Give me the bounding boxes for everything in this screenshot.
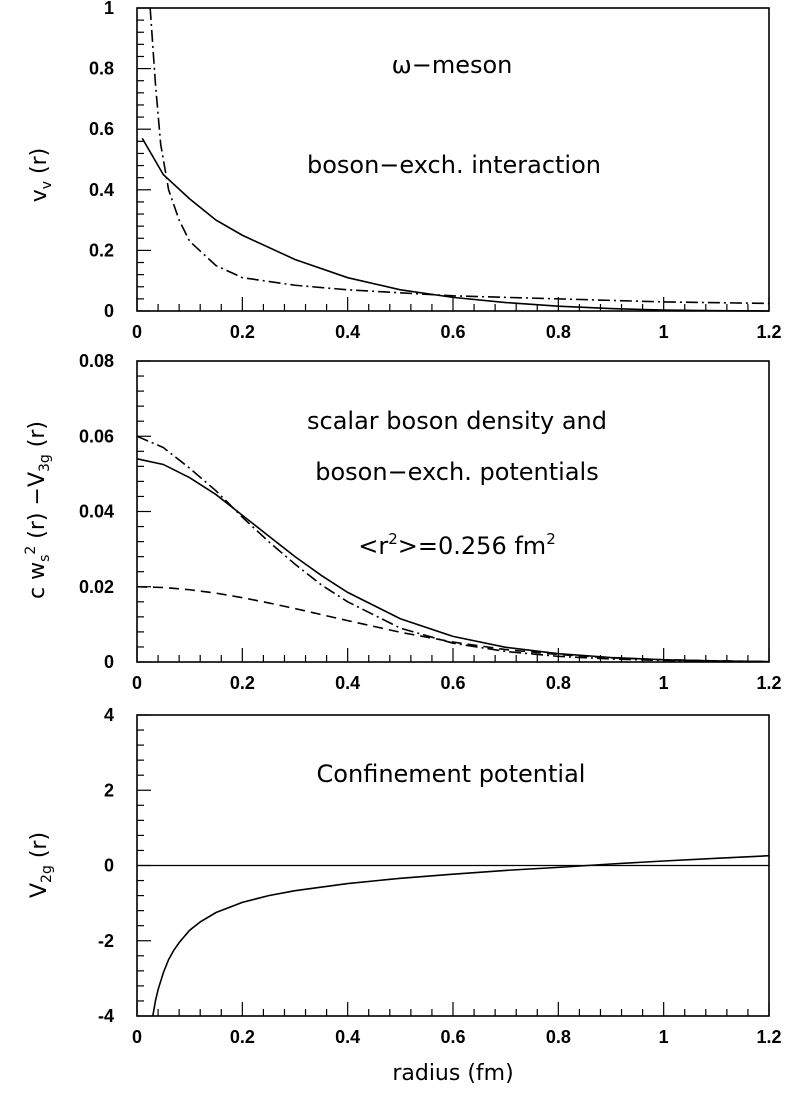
- y-tick-label: 0: [104, 652, 114, 672]
- x-tick-label: 0.2: [230, 1027, 255, 1047]
- y-tick-label: 0.02: [79, 577, 114, 597]
- panel-2-x-tick-labels: 0 0.2 0.4 0.6 0.8 1 1.2: [132, 673, 782, 693]
- y-tick-label: 0.4: [89, 180, 114, 200]
- panel-scalar-boson-density: 0 0.2 0.4 0.6 0.8 1 1.2 0 0.02 0.04 0.06 0.08 c ws…: [23, 351, 782, 693]
- panel-2-y-tick-labels: 0 0.02 0.04 0.06 0.08: [79, 351, 114, 672]
- panel-3-y-tick-labels: -4 -2 0 2 4: [98, 705, 114, 1026]
- panel-omega-meson: 0 0.2 0.4 0.6 0.8 1 1.2 00.20.40.60.81 vv (r) …: [27, 0, 782, 342]
- panel-1-annotation-interaction: boson−exch. interaction: [307, 151, 601, 179]
- x-tick-label: 1: [659, 673, 669, 693]
- y-tick-label: 0: [104, 856, 114, 876]
- panel-3-y-axis-title: V2g (r): [27, 832, 55, 898]
- panel-2-curves: [136, 435, 770, 663]
- panel-1-annotation-meson: ω−meson: [392, 51, 513, 79]
- x-tick-label: 0: [132, 673, 142, 693]
- solid-curve: [136, 458, 770, 663]
- x-tick-label: 0: [132, 322, 142, 342]
- panel-3-annotation: Confinement potential: [317, 760, 586, 788]
- x-axis-title: radius (fm): [392, 1061, 513, 1086]
- panel-1-curves: [141, 7, 770, 312]
- x-tick-label: 0.8: [546, 322, 571, 342]
- panel-2-y-axis-title: c ws2 (r) −V3g (r): [23, 421, 53, 599]
- x-tick-label: 1.2: [756, 322, 781, 342]
- y-tick-label: 0.04: [79, 502, 114, 522]
- x-tick-label: 0.4: [335, 1027, 360, 1047]
- panel-1-y-axis-title: vv (r): [27, 148, 55, 203]
- y-tick-label: 0.08: [79, 351, 114, 371]
- x-tick-label: 0.8: [546, 1027, 571, 1047]
- y-tick-label: 0.2: [89, 240, 114, 260]
- y-tick-label: -4: [98, 1006, 114, 1026]
- x-tick-label: 0.6: [440, 322, 465, 342]
- panel-confinement-potential: 0 0.2 0.4 0.6 0.8 1 1.2 -4 -2 0 2 4 V2g (r) Confin…: [27, 705, 782, 1086]
- y-tick-label: 1: [104, 0, 114, 18]
- x-tick-label: 0.8: [546, 673, 571, 693]
- x-tick-label: 0.6: [440, 673, 465, 693]
- y-tick-label: 0.6: [89, 119, 114, 139]
- dashed-curve: [136, 585, 770, 663]
- y-tick-label: 0.8: [89, 59, 114, 79]
- y-tick-label: 0.06: [79, 426, 114, 446]
- x-tick-label: 1: [659, 1027, 669, 1047]
- y-tick-label: 4: [104, 705, 114, 725]
- dashdot-curve: [136, 435, 770, 663]
- panel-3-ticks: [136, 714, 770, 1017]
- panel-3-x-tick-labels: 0 0.2 0.4 0.6 0.8 1 1.2: [132, 1027, 782, 1047]
- panel-2-annotation-r2: <r2>=0.256 fm2: [358, 530, 555, 560]
- x-tick-label: 0.2: [230, 673, 255, 693]
- x-tick-label: 0.6: [440, 1027, 465, 1047]
- y-tick-label: 2: [104, 780, 114, 800]
- solid-curve: [141, 137, 770, 312]
- x-tick-label: 0.4: [335, 673, 360, 693]
- x-tick-label: 1.2: [756, 673, 781, 693]
- panel-2-annotation-line-1: scalar boson density and: [307, 407, 607, 435]
- panel-1-x-tick-labels: 0 0.2 0.4 0.6 0.8 1 1.2: [132, 322, 782, 342]
- x-tick-label: 1: [659, 322, 669, 342]
- panel-2-annotation-line-2: boson−exch. potentials: [315, 458, 598, 486]
- x-tick-label: 0.2: [230, 322, 255, 342]
- x-tick-label: 0.4: [335, 322, 360, 342]
- solid-curve: [152, 854, 770, 1017]
- x-tick-label: 1.2: [756, 1027, 781, 1047]
- panel-1-y-tick-labels: 0 0.2 0.4 0.6 0.8 1: [89, 0, 114, 321]
- y-tick-label: -2: [98, 931, 114, 951]
- y-tick-label: 0: [104, 301, 114, 321]
- x-tick-label: 0: [132, 1027, 142, 1047]
- dashdot-curve: [149, 7, 770, 305]
- panel-3-curves: [137, 854, 770, 1017]
